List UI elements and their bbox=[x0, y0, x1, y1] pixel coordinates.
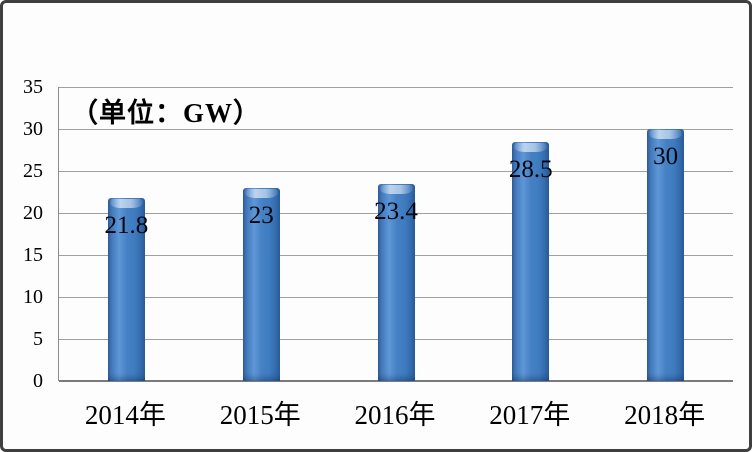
chart-bar bbox=[242, 187, 280, 381]
bar-value-label: 28.5 bbox=[508, 155, 553, 183]
bar-value-label: 21.8 bbox=[104, 211, 149, 239]
chart-bar bbox=[107, 197, 145, 381]
chart-bar bbox=[647, 129, 685, 381]
chart-bar bbox=[377, 184, 415, 381]
x-axis-label: 2015年 bbox=[219, 400, 301, 430]
x-axis-line bbox=[59, 380, 733, 382]
y-axis-label: 0 bbox=[33, 370, 43, 392]
chart-bar bbox=[512, 141, 550, 381]
x-axis-label: 2014年 bbox=[84, 400, 166, 430]
y-axis-label: 25 bbox=[23, 160, 43, 182]
x-axis-label: 2018年 bbox=[624, 400, 706, 430]
x-axis-label: 2017年 bbox=[489, 400, 571, 430]
y-axis-label: 20 bbox=[23, 202, 43, 224]
y-axis-label: 5 bbox=[33, 328, 43, 350]
gridline bbox=[59, 171, 733, 172]
gridline bbox=[59, 129, 733, 130]
x-axis-label: 2016年 bbox=[354, 400, 436, 430]
bar-value-label: 23 bbox=[248, 201, 274, 229]
bar-value-label: 30 bbox=[653, 143, 679, 170]
y-axis-label: 30 bbox=[23, 118, 43, 140]
y-axis-label: 10 bbox=[23, 286, 43, 308]
bar-value-label: 23.4 bbox=[374, 198, 418, 226]
unit-annotation: （单位：GW） bbox=[71, 98, 262, 128]
plot-area: （单位：GW） 21.8 23 23.4 28.5 30 bbox=[58, 87, 733, 382]
gridline bbox=[59, 87, 733, 88]
y-axis-label: 35 bbox=[23, 76, 43, 98]
y-axis-label: 15 bbox=[23, 244, 43, 266]
